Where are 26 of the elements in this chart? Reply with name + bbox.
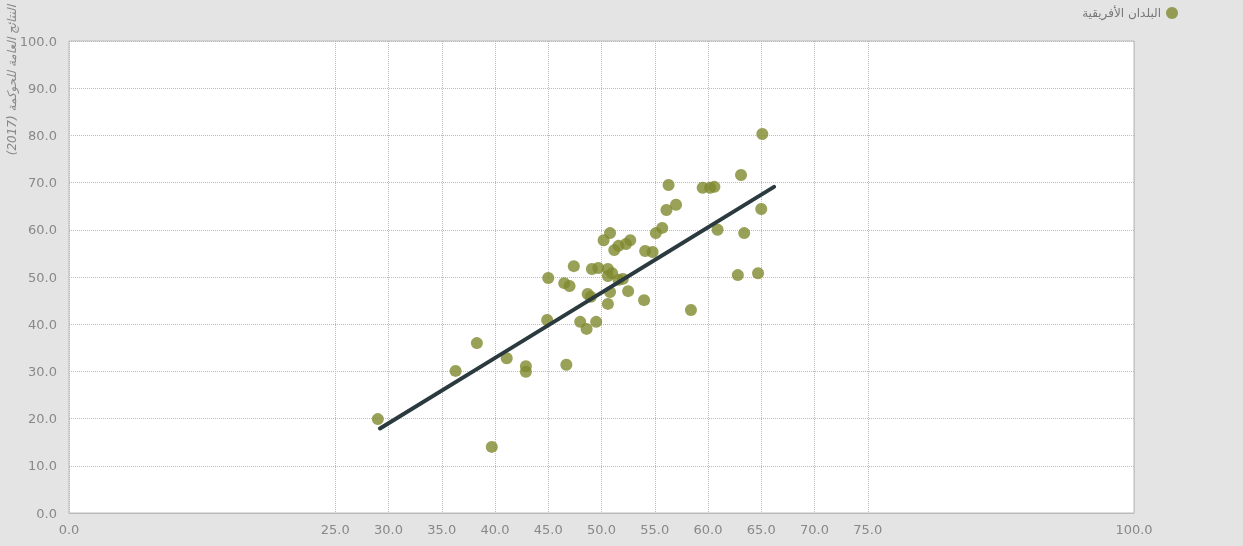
x-tick-label: 30.0 bbox=[374, 522, 403, 537]
x-tick-label: 55.0 bbox=[640, 522, 670, 537]
legend-label: البلدان الأفريقية bbox=[1082, 5, 1161, 21]
y-tick-label: 80.0 bbox=[28, 127, 57, 143]
y-tick-label: 50.0 bbox=[28, 269, 57, 285]
x-tick-label: 100.0 bbox=[1115, 522, 1153, 537]
x-tick-label: 25.0 bbox=[320, 522, 350, 537]
y-tick-label: 60.0 bbox=[28, 222, 57, 238]
x-tick-label: 40.0 bbox=[480, 522, 510, 537]
x-tick-label: 0.0 bbox=[58, 522, 80, 537]
x-tick-label: 60.0 bbox=[693, 522, 723, 537]
x-tick-label: 75.0 bbox=[853, 522, 883, 537]
y-tick-label: 70.0 bbox=[28, 175, 57, 191]
y-tick-label: 0.0 bbox=[36, 505, 57, 521]
y-tick-label: 40.0 bbox=[28, 316, 57, 332]
x-tick-label: 35.0 bbox=[427, 522, 457, 537]
x-tick-label: 45.0 bbox=[533, 522, 563, 537]
x-tick-label: 70.0 bbox=[800, 522, 829, 537]
y-tick-label: 30.0 bbox=[28, 363, 57, 379]
y-tick-label: 90.0 bbox=[28, 80, 57, 96]
y-tick-label: 20.0 bbox=[28, 411, 57, 427]
y-axis-title: النتائج العامة للحوكمة (2017) bbox=[5, 3, 19, 156]
x-tick-label: 65.0 bbox=[746, 522, 776, 537]
y-tick-label: 100.0 bbox=[19, 33, 57, 49]
y-tick-label: 10.0 bbox=[28, 458, 57, 474]
x-tick-label: 50.0 bbox=[587, 522, 616, 537]
